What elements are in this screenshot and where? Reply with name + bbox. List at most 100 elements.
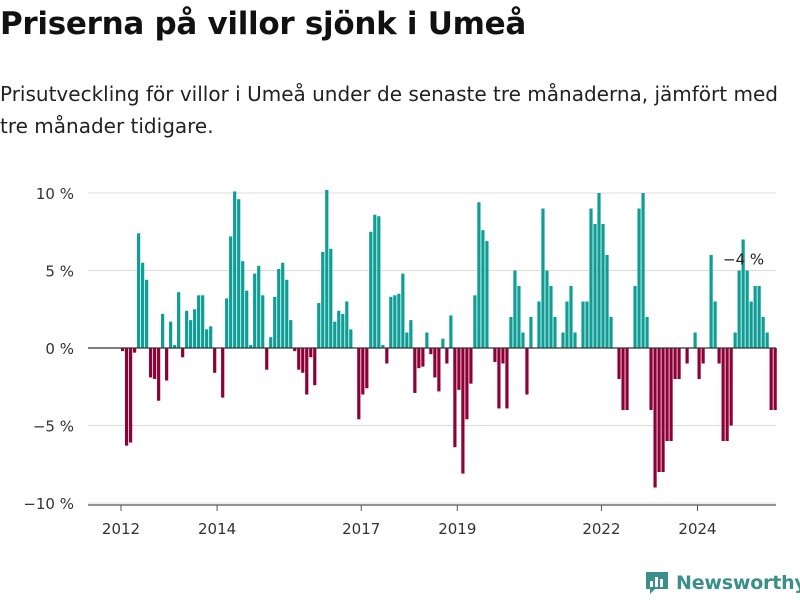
bar [605,255,609,348]
bar [621,348,625,410]
x-axis-tick-labels: 2012 2014 2017 2019 2022 2024 [102,505,717,538]
bar [285,279,289,348]
bar [289,320,293,348]
bar [413,348,417,393]
bar [341,313,345,348]
bar [481,230,485,348]
bar [121,348,125,352]
bar [701,348,705,364]
bar [161,313,165,348]
bar [225,298,229,348]
bar [721,348,725,441]
bar [725,348,729,441]
bar [201,295,205,348]
bar [549,286,553,348]
bar [625,348,629,410]
bar [297,348,301,370]
bar [141,262,145,348]
bar [573,332,577,348]
bar [713,301,717,348]
bar [245,290,249,348]
bar [737,270,741,348]
bar [281,262,285,348]
bar [761,317,765,348]
bar [553,317,557,348]
bar [321,251,325,348]
bar [129,348,133,443]
bar [569,286,573,348]
x-tick-label: 2017 [342,520,380,538]
bar [337,310,341,348]
bar [305,348,309,395]
bar [181,348,185,358]
y-tick-label: 0 % [45,340,74,358]
x-tick-label: 2012 [102,520,140,538]
bar [753,286,757,348]
x-tick-label: 2019 [438,520,476,538]
bar [645,317,649,348]
bar [545,270,549,348]
bar [649,348,653,410]
annotation-label: −4 % [723,251,764,269]
bar [137,233,141,348]
bar [733,332,737,348]
bar [301,348,305,373]
bar [453,348,457,448]
bar [765,332,769,348]
bar [309,348,313,358]
bar [541,208,545,348]
bar [601,224,605,348]
bar [381,344,385,348]
bar [333,321,337,348]
bar [773,348,777,410]
x-tick-label: 2014 [198,520,236,538]
brand-name: Newsworthy [676,572,800,594]
bar [237,199,241,348]
bar [673,348,677,379]
bar [185,310,189,348]
bar [205,329,209,348]
bar [637,208,641,348]
bar [385,348,389,364]
gridlines [88,192,776,504]
bar [313,348,317,386]
bar [509,317,513,348]
annotations: −4 % [723,251,764,269]
bar [393,295,397,348]
page-subtitle: Prisutveckling för villor i Umeå under d… [0,82,778,138]
bar [585,301,589,348]
bar [589,208,593,348]
bar [293,348,297,352]
bar [513,270,517,348]
page-title: Priserna på villor sjönk i Umeå [0,6,526,42]
bar [429,348,433,355]
bar [421,348,425,367]
bar [329,248,333,348]
bar [125,348,129,446]
bar [153,348,157,379]
bar [257,265,261,348]
bar [693,332,697,348]
bar [425,332,429,348]
bar [269,337,273,348]
bar [665,348,669,441]
bar [441,338,445,348]
bar [277,268,281,348]
bar [697,348,701,379]
bar [193,309,197,348]
bar [741,239,745,348]
bar [561,332,565,348]
bar [173,344,177,348]
y-tick-label: −10 % [23,495,74,513]
bar [449,315,453,348]
bar [405,332,409,348]
bar [241,261,245,348]
y-tick-label: 10 % [36,185,74,203]
bar [261,295,265,348]
x-tick-label: 2022 [582,520,620,538]
bar [253,273,257,348]
bar [729,348,733,426]
bar [233,191,237,348]
bar [657,348,661,472]
